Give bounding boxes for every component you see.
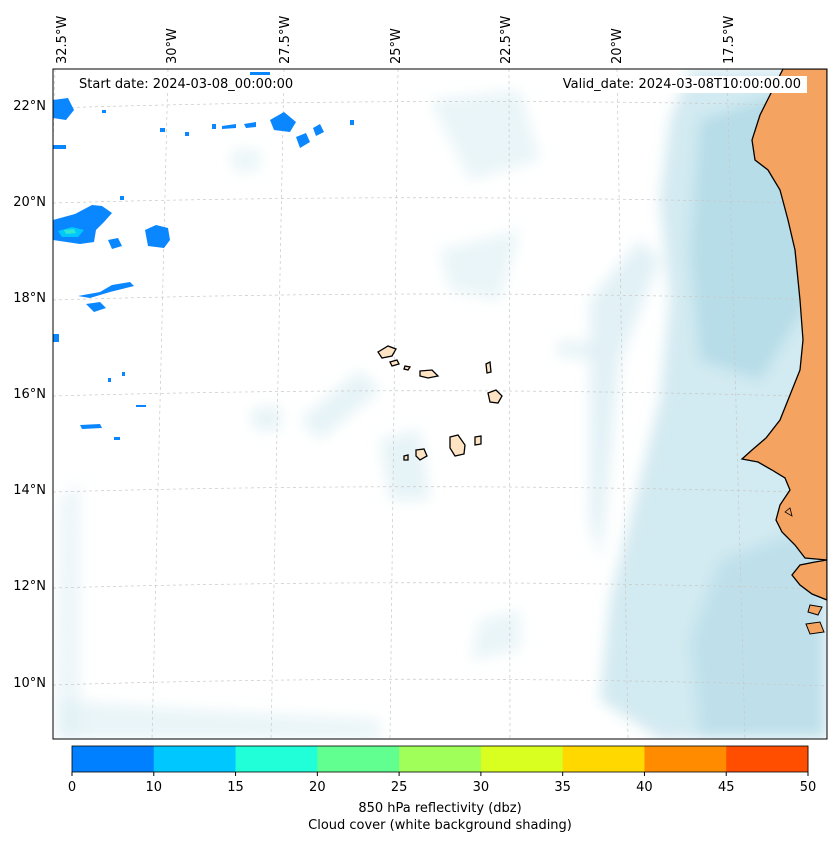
colorbar-tick-label: 10 xyxy=(146,780,163,795)
valid-date-label: Valid_date: 2024-03-08T10:00:00.00 xyxy=(556,76,807,93)
longitude-label: 27.5°W xyxy=(278,16,293,64)
graticule xyxy=(53,69,827,739)
longitude-label: 17.5°W xyxy=(722,16,737,64)
colorbar-segment xyxy=(399,746,482,772)
colorbar-subtitle: Cloud cover (white background shading) xyxy=(308,818,572,833)
latitude-labels: 22°N 20°N 18°N 16°N 14°N 12°N 10°N xyxy=(13,99,46,691)
colorbar-title: 850 hPa reflectivity (dbz) xyxy=(358,801,522,816)
colorbar: 0 10 15 20 25 30 35 40 45 50 xyxy=(68,745,817,795)
longitude-labels: 32.5°W 30°W 27.5°W 25°W 22.5°W 20°W 17.5°W xyxy=(55,16,737,64)
colorbar-segment xyxy=(317,746,400,772)
colorbar-segment xyxy=(72,746,155,772)
colorbar-tick-label: 50 xyxy=(800,780,817,795)
latitude-label: 16°N xyxy=(13,387,46,402)
latitude-label: 20°N xyxy=(13,195,46,210)
latitude-label: 10°N xyxy=(13,676,46,691)
colorbar-segment xyxy=(644,746,727,772)
colorbar-tick-label: 20 xyxy=(309,780,326,795)
latitude-label: 12°N xyxy=(13,579,46,594)
longitude-label: 30°W xyxy=(165,28,180,64)
latitude-label: 22°N xyxy=(13,99,46,114)
latitude-label: 18°N xyxy=(13,291,46,306)
colorbar-tick-label: 25 xyxy=(391,780,408,795)
cape-verde-islands xyxy=(377,345,503,461)
longitude-label: 25°W xyxy=(389,28,404,64)
colorbar-tick-label: 40 xyxy=(636,780,653,795)
colorbar-segment xyxy=(562,746,645,772)
colorbar-tick-label: 15 xyxy=(227,780,244,795)
latitude-label: 14°N xyxy=(13,483,46,498)
colorbar-tick-label: 0 xyxy=(68,780,76,795)
reflectivity-echo-core xyxy=(58,227,84,237)
colorbar-segment xyxy=(235,746,318,772)
africa-landmass xyxy=(740,69,827,635)
map-frame xyxy=(52,68,828,740)
colorbar-outline xyxy=(71,745,809,773)
colorbar-segment xyxy=(480,746,564,772)
colorbar-segment xyxy=(726,746,809,772)
start-date-label: Start date: 2024-03-08_00:00:00 xyxy=(73,76,300,93)
colorbar-tick-label: 45 xyxy=(718,780,735,795)
colorbar-tick-label: 35 xyxy=(554,780,571,795)
colorbar-tick-label: 30 xyxy=(473,780,490,795)
longitude-label: 20°W xyxy=(610,28,625,64)
longitude-label: 32.5°W xyxy=(55,16,70,64)
colorbar-segment xyxy=(153,746,237,772)
longitude-label: 22.5°W xyxy=(499,16,514,64)
